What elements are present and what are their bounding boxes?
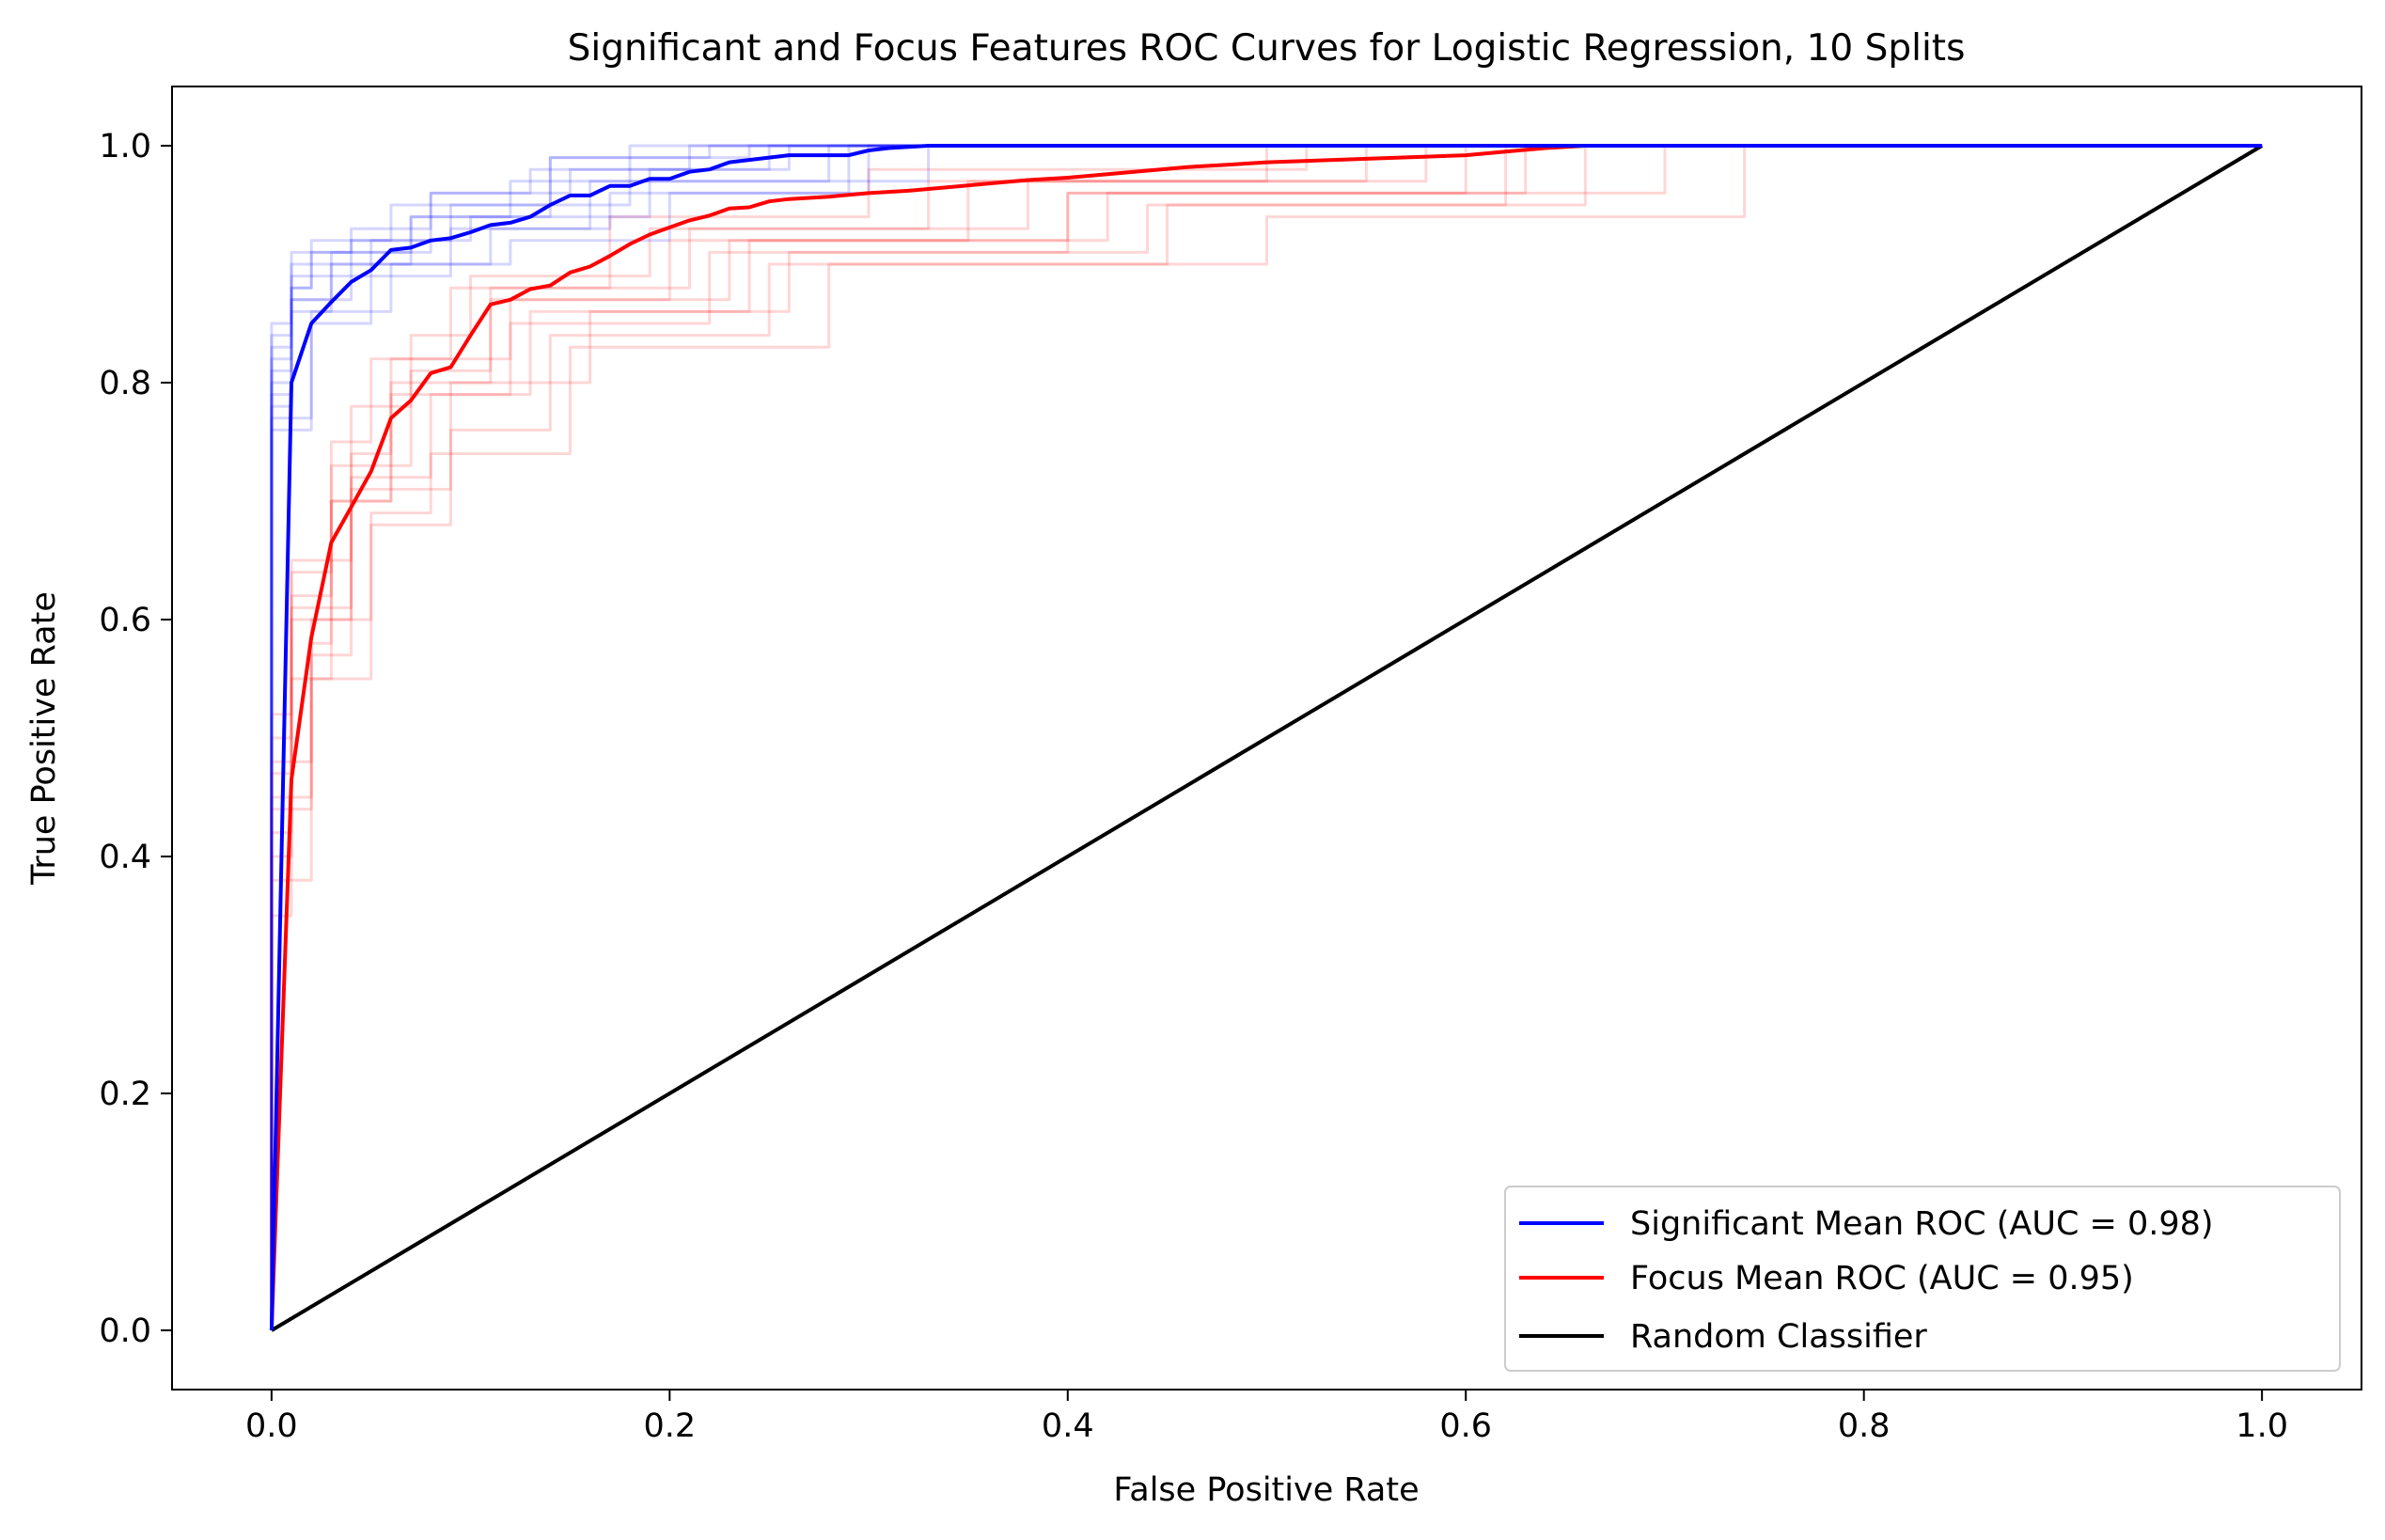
significant-mean-roc-line <box>269 144 2263 1331</box>
x-axis-label: False Positive Rate <box>1113 1471 1419 1509</box>
legend-label-random: Random Classifier <box>1630 1318 1927 1356</box>
x-tick-label: 1.0 <box>2236 1407 2288 1445</box>
y-axis-ticks: 0.0 0.2 0.4 0.6 0.8 1.0 <box>99 128 172 1350</box>
legend-box <box>1504 1186 2341 1372</box>
x-tick-label: 0.8 <box>1838 1407 1891 1445</box>
y-tick-label: 0.6 <box>99 602 151 639</box>
significant-split-curve-7 <box>270 144 2263 1330</box>
focus-split-curve-4 <box>270 144 2263 1330</box>
legend-label-significant: Significant Mean ROC (AUC = 0.98) <box>1630 1205 2214 1243</box>
significant-split-curve-1 <box>270 144 2263 1330</box>
focus-split-curve-2 <box>270 144 2263 1330</box>
x-tick-label: 0.6 <box>1439 1407 1492 1445</box>
mean-curves <box>269 144 2264 1332</box>
y-tick-label: 0.2 <box>99 1076 151 1113</box>
x-axis-ticks: 0.0 0.2 0.4 0.6 0.8 1.0 <box>245 1390 2288 1445</box>
legend-label-focus: Focus Mean ROC (AUC = 0.95) <box>1630 1260 2134 1297</box>
focus-split-curve-8 <box>270 144 2263 1330</box>
y-tick-label: 1.0 <box>99 128 151 165</box>
y-tick-label: 0.8 <box>99 365 151 402</box>
focus-split-curve-1 <box>270 144 2263 1330</box>
plot-frame <box>171 86 2362 1391</box>
focus-split-curve-3 <box>270 144 2263 1330</box>
significant-split-curve-6 <box>270 144 2263 1330</box>
significant-split-curve-9 <box>270 144 2263 1330</box>
chart-title: Significant and Focus Features ROC Curve… <box>568 27 1966 70</box>
x-tick-label: 0.4 <box>1042 1407 1094 1445</box>
x-tick-label: 0.0 <box>245 1407 298 1445</box>
y-tick-label: 0.4 <box>99 839 151 876</box>
focus-split-curve-10 <box>270 144 2263 1330</box>
focus-mean-roc-line <box>269 144 2263 1331</box>
y-axis-label: True Positive Rate <box>25 591 63 886</box>
legend: Significant Mean ROC (AUC = 0.98) Focus … <box>1504 1186 2341 1372</box>
focus-split-curve-9 <box>270 144 2263 1330</box>
focus-split-curve-6 <box>270 144 2263 1330</box>
focus-split-curve-7 <box>270 144 2263 1330</box>
random-classifier-line <box>270 144 2264 1332</box>
x-tick-label: 0.2 <box>643 1407 696 1445</box>
y-tick-label: 0.0 <box>99 1312 151 1350</box>
significant-split-curve-3 <box>270 144 2263 1330</box>
